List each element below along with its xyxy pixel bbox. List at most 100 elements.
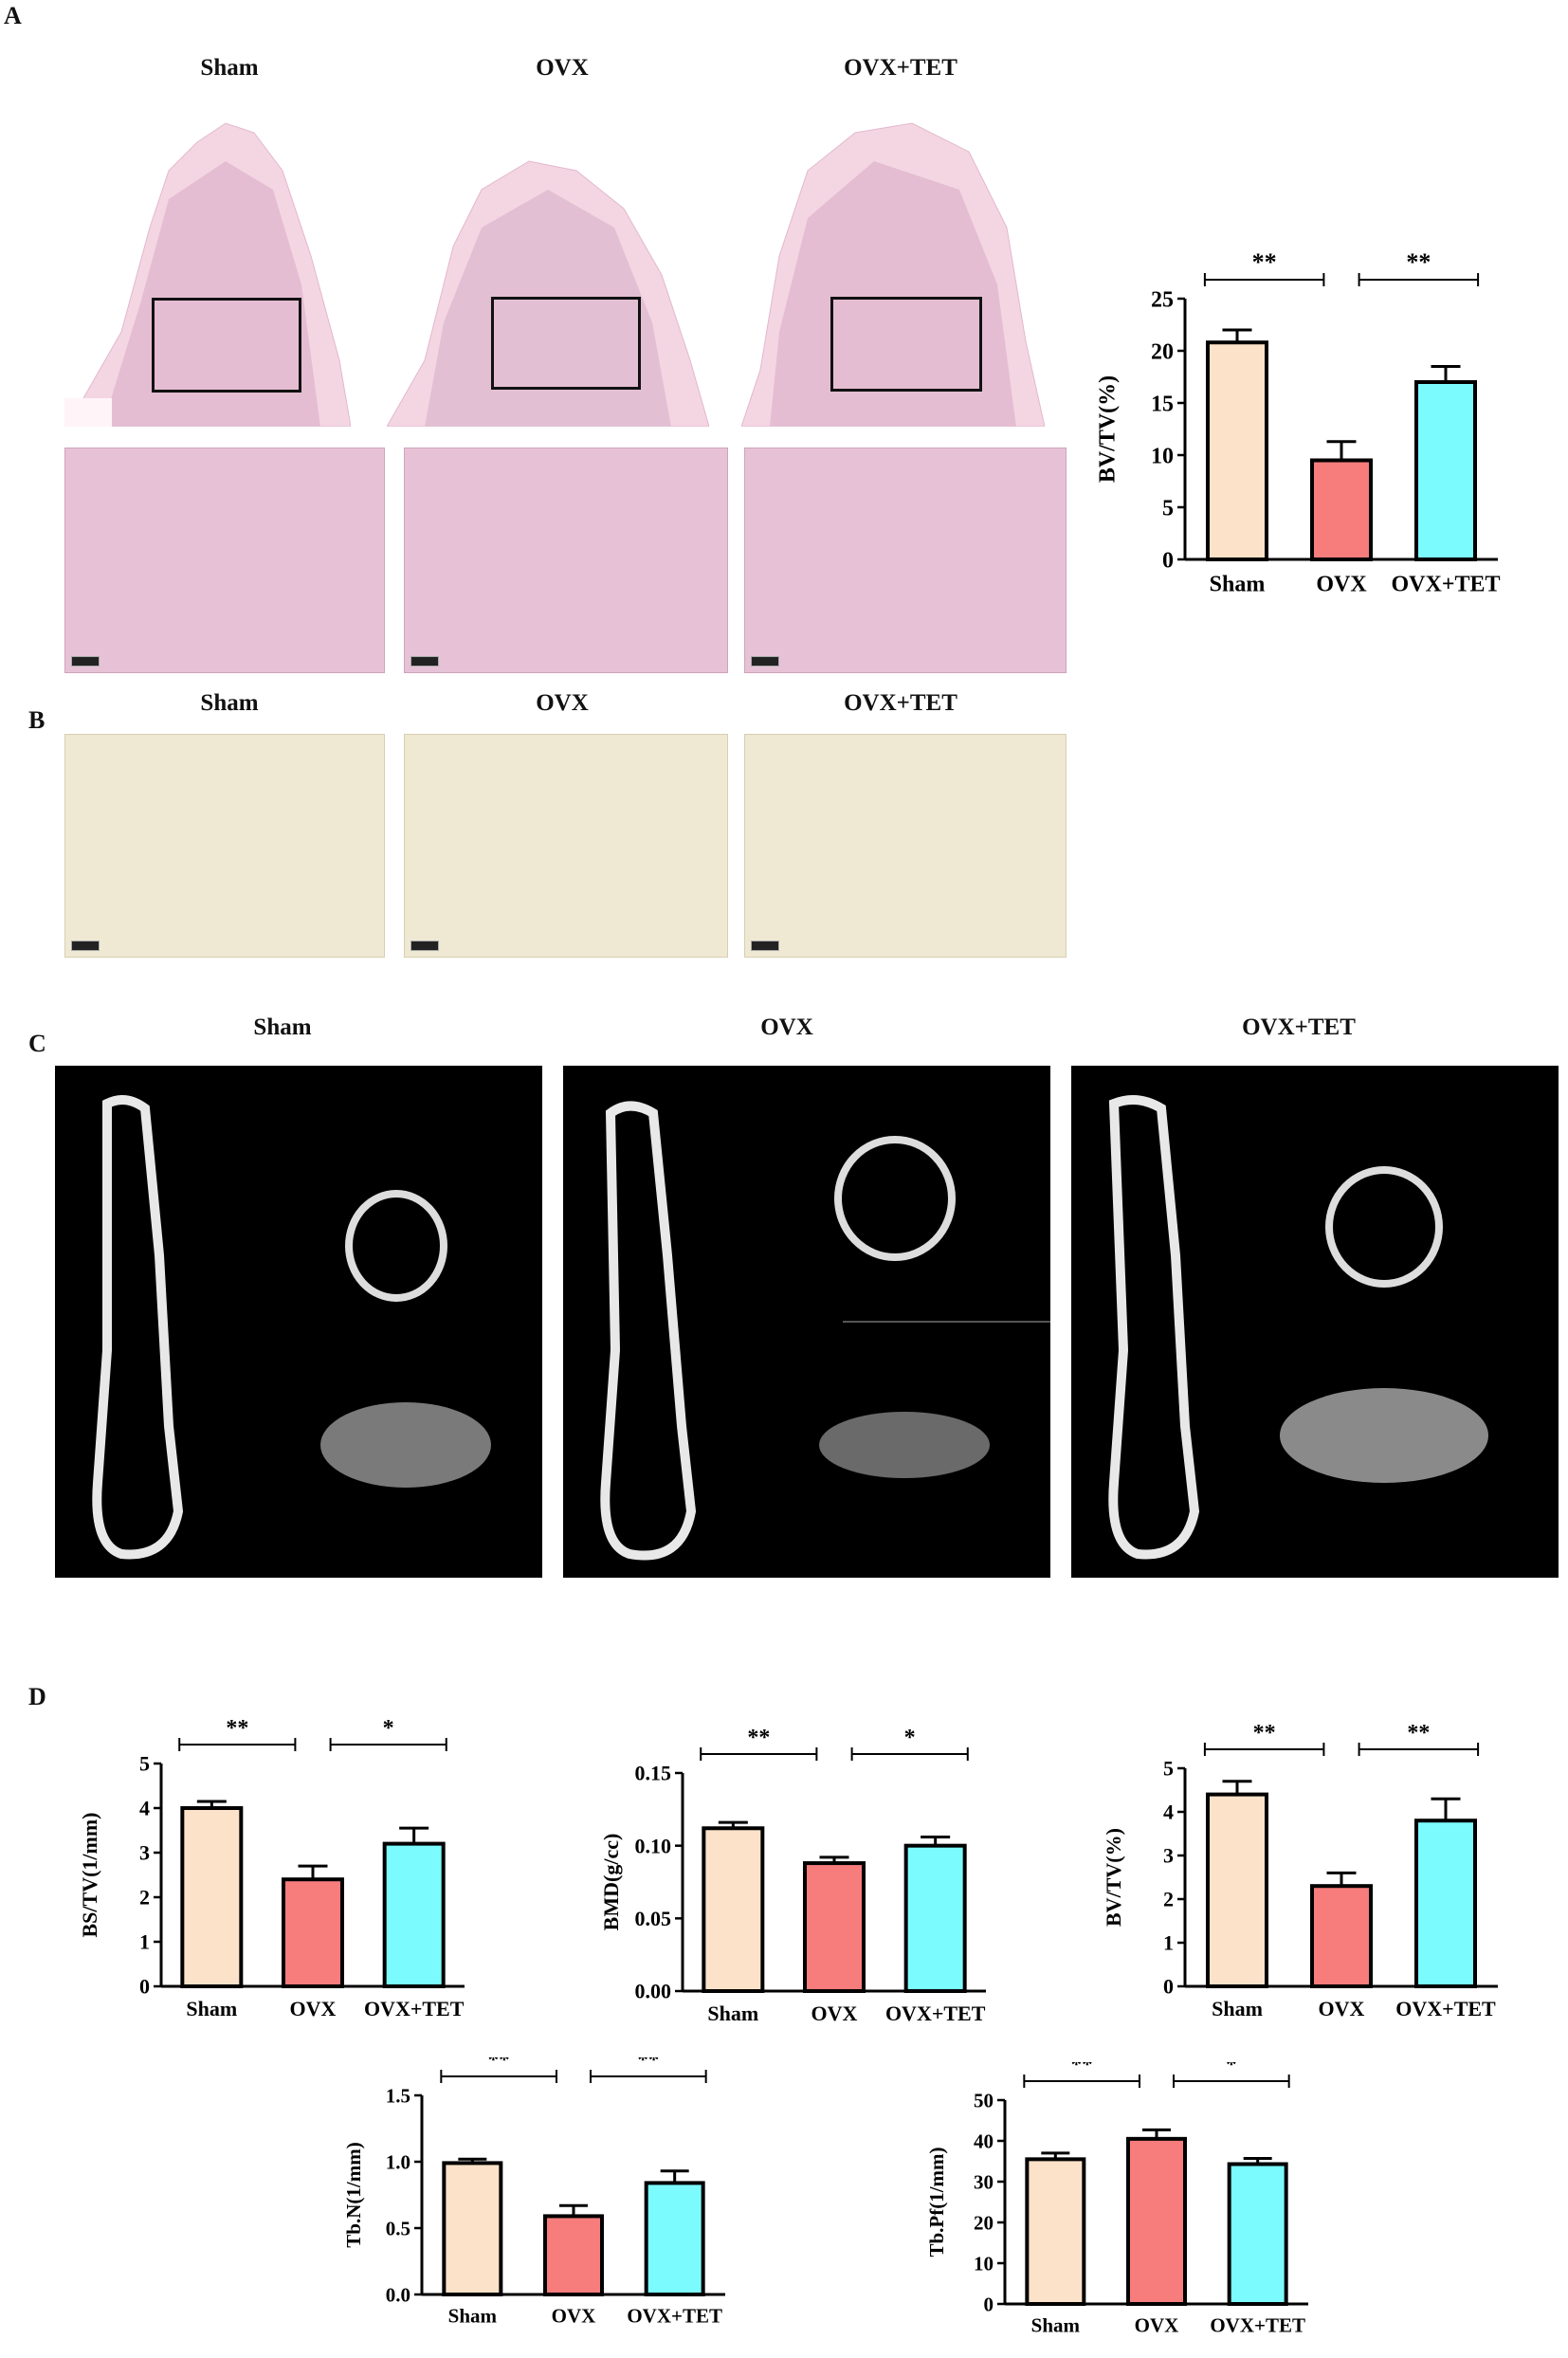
stain-image-ovx <box>404 734 728 958</box>
bar-sham <box>180 1806 244 1988</box>
he-overview-sham <box>64 122 351 427</box>
y-tick-label: 1.0 <box>386 2150 410 2173</box>
y-tick-label: 3 <box>1163 1844 1174 1868</box>
significance-label: ** <box>1071 2062 1093 2076</box>
significance-label: ** <box>1406 248 1431 276</box>
x-tick-label: OVX <box>552 2304 596 2327</box>
y-tick-label: 30 <box>974 2170 994 2193</box>
y-tick-label: 2 <box>139 1886 150 1910</box>
panel-c-label-ovx: OVX <box>760 1014 813 1040</box>
y-tick-label: 0.00 <box>635 1980 672 2003</box>
y-tick-label: 20 <box>1151 339 1174 364</box>
panel-a-label-ovx-tet: OVX+TET <box>844 55 957 81</box>
he-zoom-sham <box>64 448 385 673</box>
bar-sham <box>442 2161 503 2297</box>
panel-label-d: D <box>28 1683 46 1710</box>
x-tick-label: OVX+TET <box>627 2304 722 2327</box>
bar-ovx <box>1126 2136 1187 2306</box>
scale-bar-icon <box>71 656 100 667</box>
significance-label: ** <box>747 1726 770 1750</box>
panel-c-label-ovx-tet: OVX+TET <box>1242 1014 1356 1040</box>
significance-label: * <box>904 1726 916 1750</box>
y-tick-label: 50 <box>974 2089 994 2111</box>
y-tick-label: 4 <box>1163 1800 1174 1824</box>
bar-ovx-tet <box>1414 1819 1477 1988</box>
panel-label-a: A <box>4 2 22 29</box>
y-tick-label: 5 <box>139 1752 150 1776</box>
significance-label: ** <box>1253 1721 1276 1746</box>
y-axis-label: Tb.Pf(1/mm) <box>925 2147 948 2257</box>
y-tick-label: 15 <box>1151 392 1174 416</box>
significance-label: * <box>383 1716 394 1741</box>
y-tick-label: 1.5 <box>386 2084 410 2107</box>
x-tick-label: OVX <box>1135 2313 1179 2336</box>
y-tick-label: 3 <box>139 1841 150 1865</box>
panel-a-label-sham: Sham <box>200 55 259 81</box>
panel-label-b: B <box>28 706 46 734</box>
y-tick-label: 2 <box>1163 1888 1174 1911</box>
y-tick-label: 0 <box>1162 548 1174 573</box>
x-tick-label: OVX <box>1319 1997 1365 2020</box>
bar-ovx-tet <box>1414 380 1477 561</box>
panel-label-c: C <box>28 1030 46 1057</box>
significance-label: ** <box>1407 1721 1430 1746</box>
significance-label: ** <box>488 2057 510 2072</box>
y-axis-label: BMD(g/cc) <box>599 1834 623 1931</box>
y-tick-label: 10 <box>974 2252 994 2275</box>
y-tick-label: 1 <box>1163 1931 1174 1955</box>
bar-ovx-tet <box>903 1843 967 1993</box>
y-tick-label: 0.0 <box>386 2283 410 2306</box>
y-tick-label: 0 <box>139 1975 150 1999</box>
x-tick-label: OVX+TET <box>1391 573 1500 597</box>
significance-label: ** <box>1252 248 1277 276</box>
chart-d-bmd: 0.00 0.05 0.10 0.15 BMD(g/cc) Sham OVX OVX+TET *… <box>599 1726 986 2025</box>
y-tick-label: 0.10 <box>635 1834 672 1857</box>
bar-ovx <box>543 2214 604 2296</box>
bar-sham <box>1025 2157 1086 2306</box>
x-tick-label: OVX <box>811 2002 858 2025</box>
x-tick-label: OVX+TET <box>1395 1997 1496 2020</box>
bar-ovx-tet <box>644 2181 705 2296</box>
x-tick-label: OVX+TET <box>1210 2313 1305 2336</box>
chart-d-tbn: 0.0 0.5 1.0 1.5 Tb.N(1/mm) Sham OVX OVX+TET ** ** <box>342 2057 725 2327</box>
y-tick-label: 0.15 <box>635 1762 672 1785</box>
y-tick-label: 5 <box>1162 496 1174 521</box>
x-tick-label: Sham <box>1212 1997 1263 2020</box>
bar-sham <box>702 1826 765 1993</box>
bar-ovx-tet <box>1227 2162 1288 2307</box>
y-tick-label: 40 <box>974 2130 994 2152</box>
bar-ovx <box>803 1861 866 1993</box>
x-tick-label: OVX <box>1316 573 1367 597</box>
y-tick-label: 0 <box>984 2293 994 2315</box>
x-tick-label: Sham <box>1210 573 1266 597</box>
he-overview-ovx <box>387 160 709 427</box>
y-tick-label: 0.05 <box>635 1907 672 1930</box>
stain-image-sham <box>64 734 385 958</box>
micro-ct-ovx <box>563 1066 1050 1578</box>
scale-bar-icon <box>410 656 439 667</box>
bar-ovx <box>1310 458 1373 561</box>
y-axis-label: Tb.N(1/mm) <box>342 2142 365 2247</box>
panel-c-label-sham: Sham <box>253 1014 312 1040</box>
scale-bar-icon <box>71 941 100 951</box>
y-tick-label: 10 <box>1151 444 1174 468</box>
bar-sham <box>1206 340 1268 561</box>
panel-a-label-ovx: OVX <box>536 55 589 81</box>
bar-ovx <box>1310 1884 1373 1988</box>
y-tick-label: 5 <box>1163 1757 1174 1781</box>
scale-bar-icon <box>751 656 779 667</box>
roi-box-sham <box>152 298 301 393</box>
x-tick-label: OVX+TET <box>364 1997 465 2020</box>
panel-b-label-ovx: OVX <box>536 690 589 716</box>
y-axis-label: BS/TV(1/mm) <box>78 1813 101 1938</box>
bar-sham <box>1206 1792 1268 1988</box>
y-tick-label: 4 <box>139 1797 150 1820</box>
scale-bar-icon <box>410 941 439 951</box>
he-zoom-ovx <box>404 448 728 673</box>
x-tick-label: Sham <box>707 2002 758 2025</box>
y-tick-label: 0.5 <box>386 2217 410 2239</box>
panel-b-label-sham: Sham <box>200 690 259 716</box>
y-axis-label: BV/TV(%) <box>1096 375 1121 483</box>
